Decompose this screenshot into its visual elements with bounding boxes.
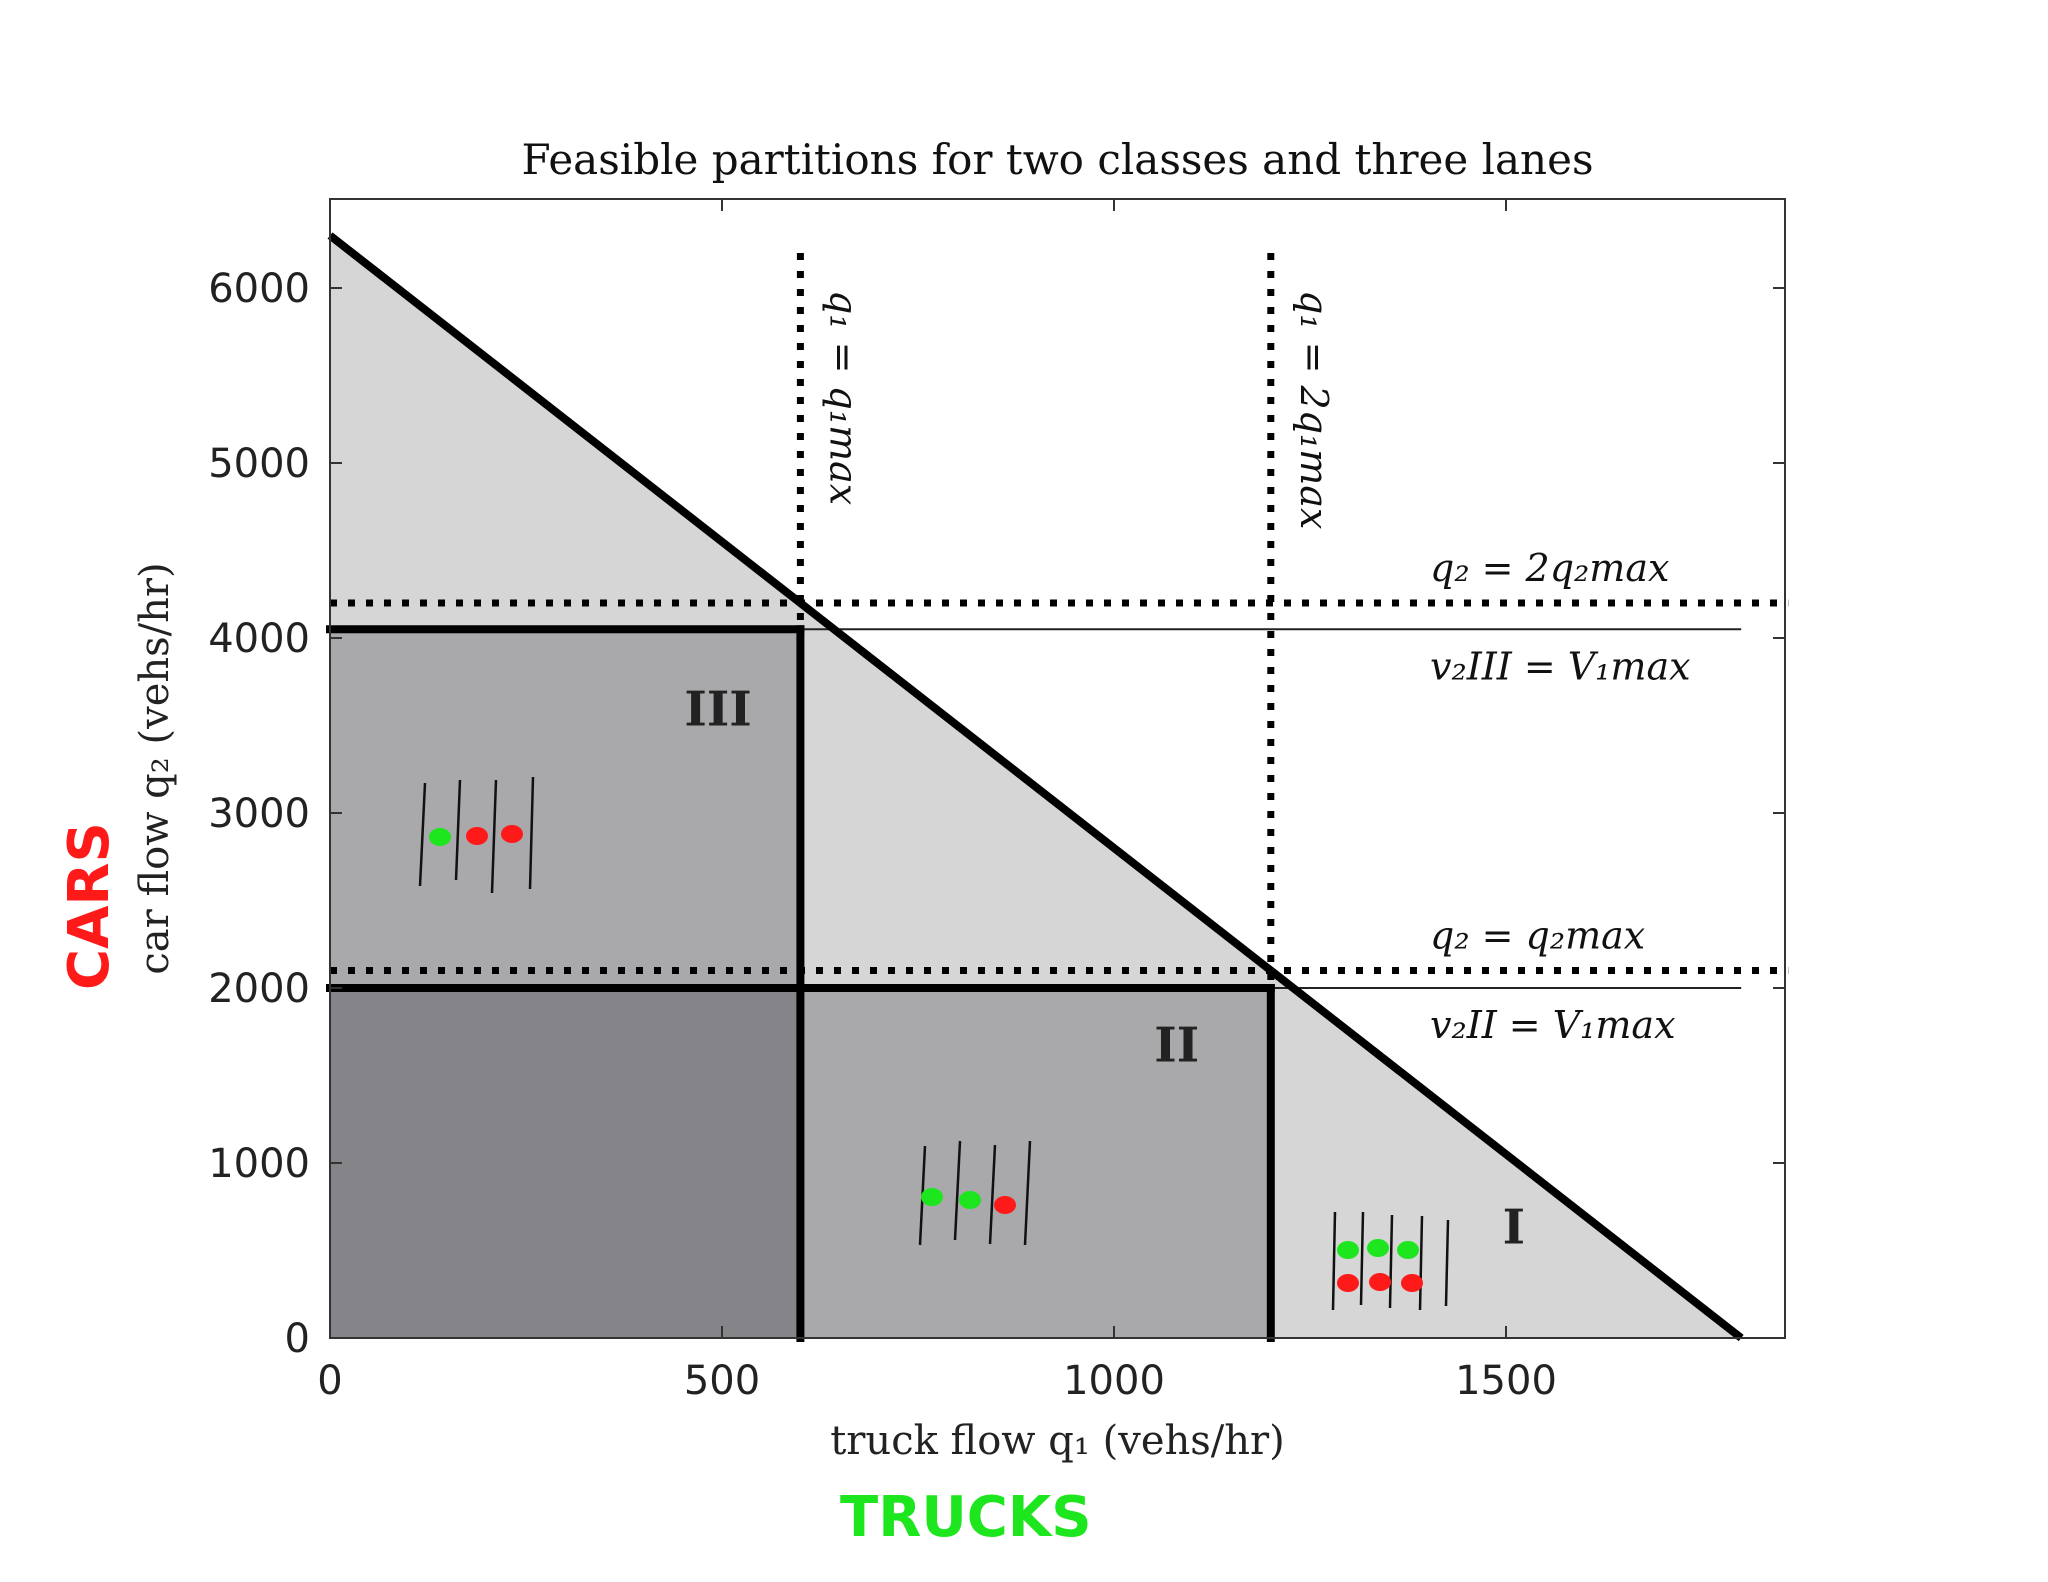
region-II (800, 988, 1271, 1338)
y-tick-label: 4000 (208, 616, 310, 662)
lane-stroke (1023, 1140, 1032, 1246)
y-tick-label: 6000 (208, 266, 310, 312)
x-tick-label: 500 (684, 1358, 760, 1404)
lane-stroke (1418, 1215, 1424, 1311)
region-III (330, 629, 801, 988)
y-tick-label: 5000 (208, 441, 310, 487)
vehicle-dot (501, 825, 523, 843)
vehicle-dot (1397, 1241, 1419, 1259)
annotation-v2III: v₂III = V₁max (1430, 644, 1691, 688)
region-label-I: I (1503, 1200, 1525, 1256)
vehicle-dot (1337, 1241, 1359, 1259)
annotation-q1-2qmax: q₁ = 2q₁max (1292, 290, 1336, 529)
vehicle-dot (921, 1188, 943, 1206)
region-label-II: II (1154, 1018, 1199, 1074)
vehicle-dot (959, 1191, 981, 1209)
annotation-q1-qmax: q₁ = q₁max (821, 290, 865, 505)
lane-stroke (454, 779, 462, 881)
vehicle-dot (1367, 1239, 1389, 1257)
region-dark (330, 988, 801, 1338)
y-tick-label: 0 (285, 1316, 310, 1362)
x-tick-label: 1500 (1455, 1358, 1557, 1404)
vehicle-dot (1337, 1274, 1359, 1292)
y-tick-label: 1000 (208, 1141, 310, 1187)
annotation-q2-qmax: q₂ = q₂max (1430, 914, 1645, 958)
lane-stroke (1388, 1214, 1394, 1309)
y-axis-label: car flow q₂ (vehs/hr) (132, 562, 178, 974)
lane-stroke (490, 779, 498, 894)
annotation-q2-2qmax: q₂ = 2q₂max (1430, 546, 1669, 590)
lane-stroke (1444, 1219, 1450, 1307)
lane-stroke (528, 776, 535, 890)
vehicle-dot (994, 1196, 1016, 1214)
chart-title: Feasible partitions for two classes and … (521, 135, 1593, 184)
plot-frame (329, 198, 1786, 1339)
y-tick-label: 2000 (208, 966, 310, 1012)
handwritten-cars-label: CARS (57, 822, 122, 990)
x-axis-label: truck flow q₁ (vehs/hr) (830, 1418, 1285, 1464)
vehicle-dot (429, 828, 451, 846)
feasible-boundary-line (327, 232, 1744, 1342)
x-tick-label: 1000 (1063, 1358, 1165, 1404)
lane-sketch-I (1331, 1211, 1450, 1311)
y-tick-label: 3000 (208, 791, 310, 837)
vehicle-dot (466, 827, 488, 845)
handwritten-trucks-label: TRUCKS (840, 1485, 1092, 1550)
lane-stroke (953, 1140, 962, 1241)
annotation-v2II: v₂II = V₁max (1430, 1003, 1676, 1047)
lane-sketch-II (918, 1140, 1032, 1246)
vehicle-dot (1369, 1273, 1391, 1291)
vehicle-dot (1401, 1274, 1423, 1292)
lane-sketch-III (418, 776, 535, 894)
region-label-III: III (684, 682, 751, 738)
lane-stroke (418, 782, 427, 887)
x-tick-label: 0 (317, 1358, 342, 1404)
lane-stroke (988, 1144, 997, 1245)
lane-stroke (1359, 1211, 1365, 1306)
lane-stroke (1331, 1211, 1337, 1311)
